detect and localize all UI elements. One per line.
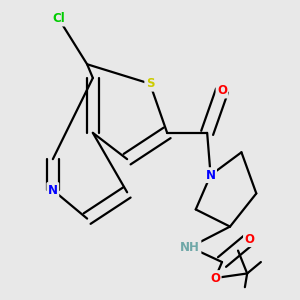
Text: N: N [48, 184, 58, 196]
Text: NH: NH [180, 241, 200, 254]
Text: N: N [206, 169, 216, 182]
Text: Cl: Cl [52, 12, 65, 25]
Text: S: S [146, 77, 154, 90]
Text: O: O [210, 272, 220, 284]
Text: O: O [244, 233, 254, 246]
Text: O: O [217, 84, 227, 97]
